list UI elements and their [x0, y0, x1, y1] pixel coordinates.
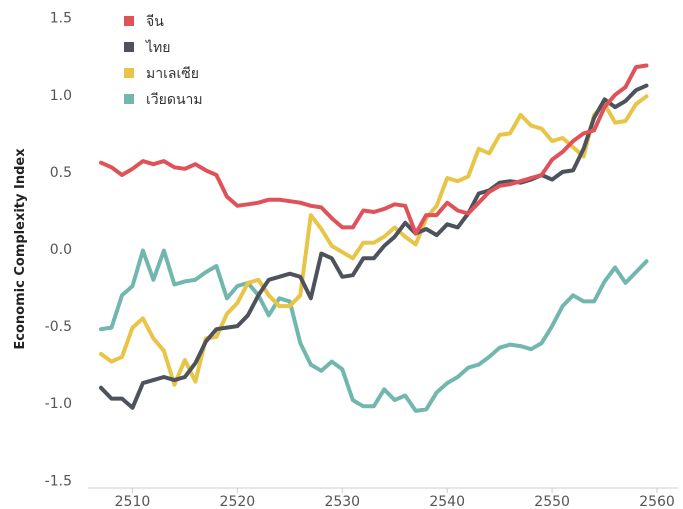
series-line-0: [99, 63, 649, 236]
series-line-1: [99, 83, 649, 410]
y-axis-tick-labels: 1.5 1.0 0.5 0.0 -0.5 -1.0 -1.5: [45, 11, 72, 490]
y-tick-label: 0.0: [50, 242, 72, 258]
x-axis-tick-labels: 2510 2520 2530 2540 2550 2560: [115, 488, 675, 509]
x-tick-label: 2520: [220, 494, 256, 509]
legend-label: จีน: [146, 14, 164, 30]
x-tick-label: 2550: [534, 494, 570, 509]
y-tick-label: -1.5: [45, 473, 72, 489]
legend-label: มาเลเซีย: [146, 66, 199, 82]
legend-swatch: [124, 94, 134, 104]
legend-label: เวียดนาม: [146, 92, 203, 108]
legend-swatch: [124, 42, 134, 52]
y-tick-label: -1.0: [45, 396, 72, 412]
series-line-2: [99, 94, 649, 387]
legend-swatch: [124, 68, 134, 78]
y-axis-label: Economic Complexity Index: [13, 148, 28, 350]
y-tick-label: -0.5: [45, 319, 72, 335]
legend-label: ไทย: [145, 39, 170, 56]
series-line-3: [99, 248, 649, 413]
legend-swatch: [124, 16, 134, 26]
y-tick-label: 0.5: [50, 165, 72, 181]
x-tick-label: 2560: [639, 494, 675, 509]
x-tick-label: 2510: [115, 494, 151, 509]
x-tick-label: 2540: [429, 494, 465, 509]
y-tick-label: 1.5: [50, 11, 72, 27]
y-tick-label: 1.0: [50, 88, 72, 104]
series-lines: [99, 63, 649, 413]
x-tick-label: 2530: [324, 494, 360, 509]
